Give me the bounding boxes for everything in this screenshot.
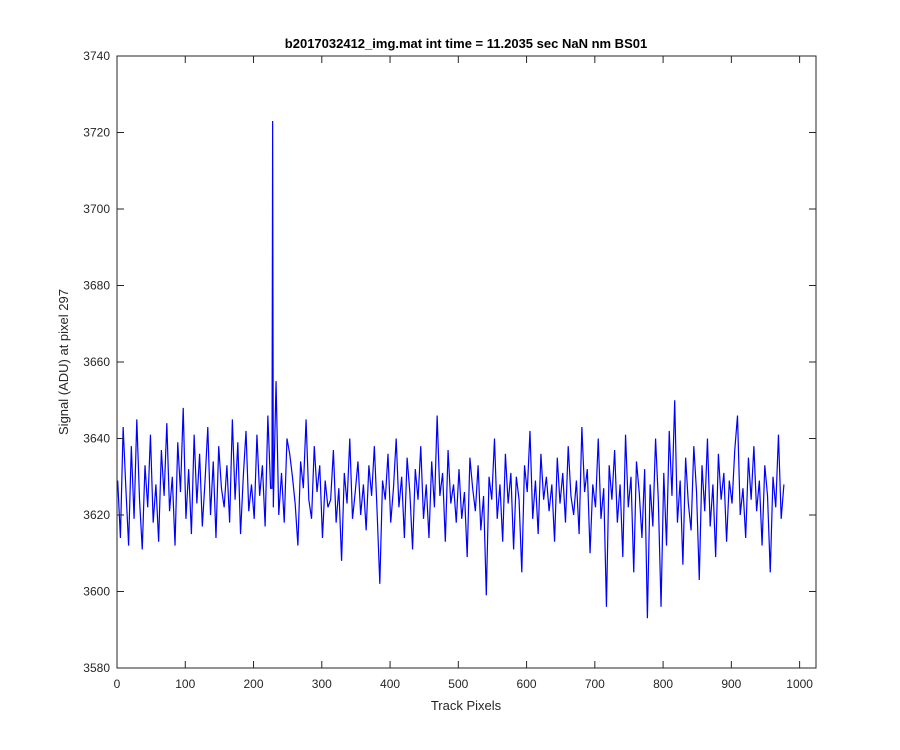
y-tick-label: 3720 [83,126,110,140]
chart-title: b2017032412_img.mat int time = 11.2035 s… [285,36,647,51]
x-tick-label: 100 [175,677,195,691]
x-tick-label: 700 [585,677,605,691]
y-tick-label: 3740 [83,49,110,63]
x-tick-label: 200 [244,677,264,691]
y-tick-label: 3680 [83,279,110,293]
y-tick-label: 3620 [83,508,110,522]
x-tick-label: 1000 [786,677,813,691]
x-tick-label: 500 [448,677,468,691]
y-tick-label: 3700 [83,202,110,216]
x-axis: 0 100 200 300 400 500 600 700 800 900 1000 [114,56,813,691]
x-tick-label: 300 [312,677,332,691]
series-line [117,121,785,619]
y-axis-label: Signal (ADU) at pixel 297 [56,289,71,435]
x-tick-label: 0 [114,677,121,691]
y-tick-label: 3580 [83,661,110,675]
x-tick-label: 900 [721,677,741,691]
x-axis-label: Track Pixels [431,698,502,713]
y-tick-label: 3600 [83,585,110,599]
plot-area-background [117,56,816,668]
y-axis: 3580 3600 3620 3640 3660 3680 3700 3720 3740 [83,49,816,675]
x-tick-label: 600 [517,677,537,691]
x-tick-label: 800 [653,677,673,691]
y-tick-label: 3660 [83,355,110,369]
x-tick-label: 400 [380,677,400,691]
y-tick-label: 3640 [83,432,110,446]
